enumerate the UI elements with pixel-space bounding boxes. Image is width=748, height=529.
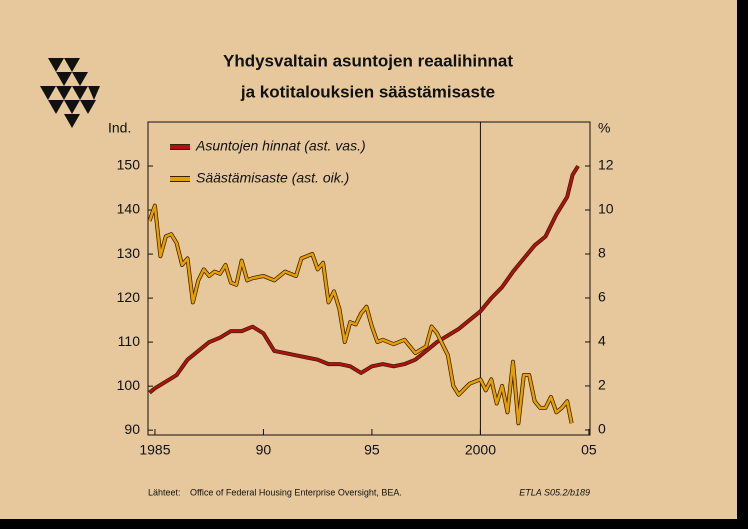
logo [40,58,100,128]
x-tick-label: 90 [256,442,272,458]
x-tick-label: 95 [364,442,380,458]
y2-tick-label: 10 [598,201,614,217]
y-tick-label: 100 [117,377,141,393]
y-tick-label: 140 [117,201,141,217]
background [0,0,737,519]
chart-title: ja kotitalouksien säästämisaste [240,82,495,101]
y-tick-label: 130 [117,245,141,261]
series-line [148,165,580,394]
x-tick-label: 2000 [465,442,496,458]
y2-tick-label: 8 [598,245,606,261]
y-tick-label: 120 [117,289,141,305]
y-tick-label: 150 [117,157,141,173]
y2-tick-label: 0 [598,421,606,437]
y2-tick-label: 12 [598,157,614,173]
x-tick-label: 05 [581,442,597,458]
x-tick-label: 1985 [139,442,170,458]
chart-title: Yhdysvaltain asuntojen reaalihinnat [223,51,513,70]
y-axis-label: Ind. [108,120,131,136]
y2-tick-label: 6 [598,289,606,305]
plot-frame [147,121,591,436]
y2-tick-label: 2 [598,377,606,393]
y2-tick-label: 4 [598,333,606,349]
legend-label: Säästämisaste (ast. oik.) [196,170,349,186]
y2-axis-label: % [598,120,610,136]
source: Office of Federal Housing Enterprise Ove… [190,487,402,497]
series-line [148,204,573,425]
legend-label: Asuntojen hinnat (ast. vas.) [195,138,366,154]
chart-code: ETLA S05.2/b189 [519,487,590,497]
source-label: Lähteet: [148,487,181,497]
y-tick-label: 110 [118,333,141,349]
y-tick-label: 90 [124,421,140,437]
